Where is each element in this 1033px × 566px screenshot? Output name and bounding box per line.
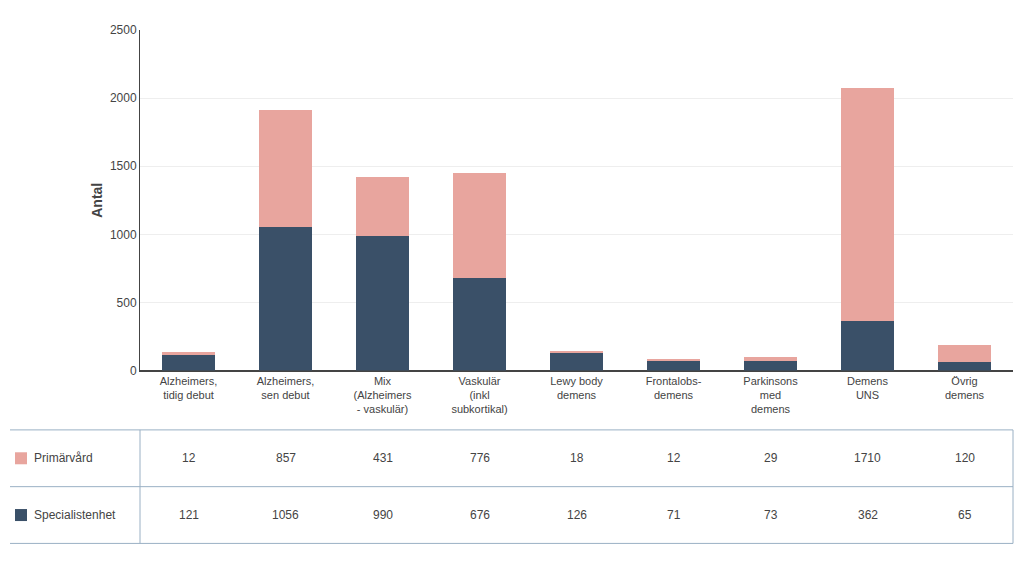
svg-text:362: 362 <box>858 508 878 522</box>
svg-text:500: 500 <box>117 296 137 310</box>
svg-text:12: 12 <box>667 451 681 465</box>
svg-text:Lewy bodydemens: Lewy bodydemens <box>550 375 603 401</box>
svg-text:Specialistenhet: Specialistenhet <box>34 508 116 522</box>
svg-text:29: 29 <box>764 451 778 465</box>
svg-text:73: 73 <box>764 508 778 522</box>
svg-text:DemensUNS: DemensUNS <box>847 375 888 401</box>
svg-text:65: 65 <box>958 508 972 522</box>
svg-text:Vaskulär(inklsubkortikal): Vaskulär(inklsubkortikal) <box>451 375 507 416</box>
svg-text:Alzheimers,sen debut: Alzheimers,sen debut <box>257 375 314 401</box>
svg-text:Mix(Alzheimers- vaskulär): Mix(Alzheimers- vaskulär) <box>353 375 412 416</box>
svg-text:Alzheimers,tidig debut: Alzheimers,tidig debut <box>160 375 217 401</box>
svg-text:71: 71 <box>667 508 681 522</box>
svg-text:1000: 1000 <box>110 228 137 242</box>
svg-text:Övrigdemens: Övrigdemens <box>945 375 985 401</box>
svg-text:2000: 2000 <box>110 91 137 105</box>
svg-text:Frontalobs-demens: Frontalobs-demens <box>646 375 702 401</box>
svg-text:0: 0 <box>130 364 137 378</box>
svg-text:1056: 1056 <box>272 508 299 522</box>
svg-text:126: 126 <box>567 508 587 522</box>
svg-text:Parkinsonsmeddemens: Parkinsonsmeddemens <box>743 375 798 416</box>
svg-text:18: 18 <box>570 451 584 465</box>
svg-text:2500: 2500 <box>110 23 137 37</box>
svg-text:1500: 1500 <box>110 159 137 173</box>
svg-text:1710: 1710 <box>854 451 881 465</box>
svg-text:857: 857 <box>276 451 296 465</box>
svg-text:676: 676 <box>470 508 490 522</box>
svg-text:431: 431 <box>373 451 393 465</box>
svg-text:Primärvård: Primärvård <box>34 451 93 465</box>
svg-text:990: 990 <box>373 508 393 522</box>
svg-text:12: 12 <box>182 451 196 465</box>
svg-text:776: 776 <box>470 451 490 465</box>
svg-text:120: 120 <box>955 451 975 465</box>
svg-text:Antal: Antal <box>89 183 105 218</box>
svg-text:121: 121 <box>179 508 199 522</box>
